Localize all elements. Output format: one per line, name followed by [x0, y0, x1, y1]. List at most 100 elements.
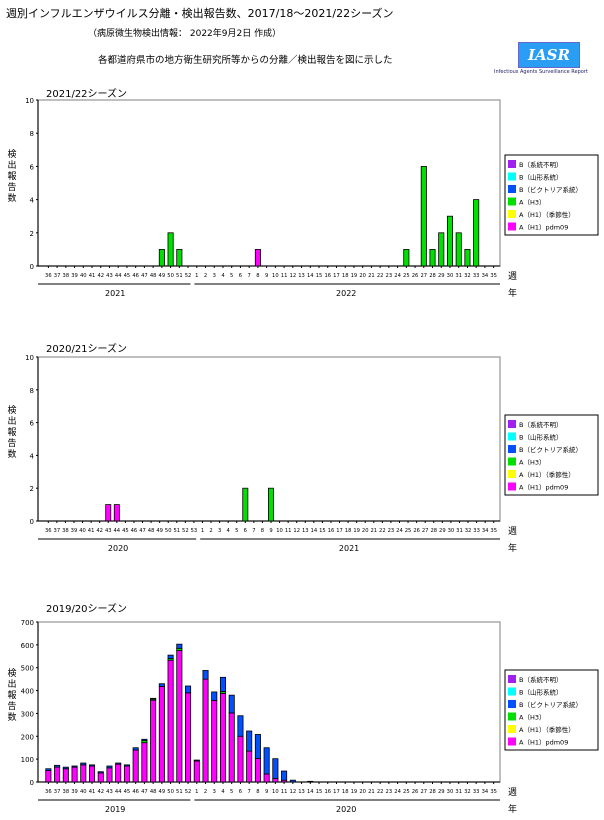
- y-tick-label: 10: [25, 97, 34, 105]
- x-tick-label: 33: [473, 528, 480, 534]
- legend-label: A（H1）pdm09: [519, 484, 568, 492]
- bar-segment: [176, 248, 183, 267]
- year-label: 2021: [339, 544, 359, 553]
- legend-swatch: [508, 712, 516, 721]
- y-tick-label: 0: [30, 779, 34, 787]
- x-tick-label: 19: [351, 273, 358, 279]
- x-tick-label: 38: [62, 528, 69, 534]
- x-tick-label: 34: [482, 273, 489, 279]
- y-axis-label-char: 報: [7, 171, 16, 182]
- year-label: 2020: [336, 805, 356, 814]
- x-tick-label: 1: [201, 528, 204, 534]
- bar-segment: [193, 759, 200, 762]
- bar-segment: [167, 232, 174, 267]
- legend-label: B（ビクトリア系統）: [519, 445, 582, 454]
- x-tick-label: 18: [345, 528, 352, 534]
- y-tick-label: 100: [21, 756, 34, 764]
- legend-label: B（山形系統）: [519, 433, 562, 442]
- legend-swatch: [508, 482, 516, 491]
- x-tick-label: 47: [141, 273, 148, 279]
- x-tick-label: 35: [490, 789, 497, 795]
- x-tick-label: 19: [351, 789, 358, 795]
- legend-swatch: [508, 197, 516, 206]
- bar-segment: [62, 768, 69, 783]
- legend: [504, 669, 599, 751]
- y-axis-label-char: 数: [7, 192, 16, 204]
- x-tick-label: 16: [328, 528, 335, 534]
- x-tick-label: 12: [290, 273, 297, 279]
- x-tick-label: 21: [368, 789, 375, 795]
- x-tick-label: 38: [63, 273, 70, 279]
- bar-segment: [141, 738, 148, 741]
- x-tick-label: 52: [185, 789, 192, 795]
- bar-segment: [246, 750, 253, 783]
- y-tick-label: 600: [21, 642, 34, 650]
- bar-segment: [464, 248, 471, 267]
- bar-segment: [71, 765, 78, 768]
- x-tick-label: 53: [191, 528, 198, 534]
- x-tick-label: 45: [124, 789, 131, 795]
- x-tick-label: 26: [412, 789, 419, 795]
- x-tick-label: 50: [167, 273, 174, 279]
- x-tick-label: 29: [438, 789, 445, 795]
- y-tick-label: 0: [30, 518, 34, 526]
- bar-segment: [455, 232, 462, 267]
- x-tick-label: 27: [420, 789, 427, 795]
- legend: [504, 414, 599, 496]
- x-tick-label: 5: [230, 273, 233, 279]
- x-tick-label: 7: [252, 528, 255, 534]
- x-tick-label: 17: [333, 789, 340, 795]
- x-tick-label: 12: [290, 789, 297, 795]
- x-tick-label: 29: [439, 528, 446, 534]
- bar-segment: [272, 778, 279, 783]
- y-axis-label-char: 告: [7, 700, 16, 712]
- year-axis-label: 年: [508, 287, 517, 299]
- bar-segment: [123, 764, 130, 767]
- x-tick-label: 14: [307, 789, 314, 795]
- y-tick-label: 400: [21, 688, 34, 696]
- legend-label: B（山形系統）: [519, 173, 562, 182]
- bar-segment: [473, 199, 480, 267]
- legend-swatch: [508, 420, 516, 428]
- x-tick-label: 13: [302, 528, 309, 534]
- x-tick-label: 52: [185, 273, 192, 279]
- x-tick-label: 31: [455, 273, 462, 279]
- bar-segment: [62, 766, 69, 770]
- x-tick-label: 9: [269, 528, 272, 534]
- y-tick-label: 8: [30, 130, 34, 138]
- x-tick-label: 42: [96, 528, 103, 534]
- legend-swatch: [508, 432, 516, 441]
- x-tick-label: 48: [150, 789, 157, 795]
- x-tick-label: 43: [106, 789, 113, 795]
- x-tick-label: 13: [298, 789, 305, 795]
- x-tick-label: 3: [213, 789, 216, 795]
- x-tick-label: 36: [45, 273, 52, 279]
- x-tick-label: 47: [141, 789, 148, 795]
- x-tick-label: 19: [353, 528, 360, 534]
- x-tick-label: 17: [336, 528, 343, 534]
- x-tick-label: 6: [244, 528, 247, 534]
- bar-segment: [106, 765, 113, 769]
- x-tick-label: 39: [71, 789, 78, 795]
- legend-label: B（山形系統）: [519, 688, 562, 697]
- x-tick-label: 51: [173, 528, 180, 534]
- x-tick-label: 26: [413, 528, 420, 534]
- legend-swatch: [508, 445, 516, 453]
- bar-segment: [446, 215, 454, 267]
- x-tick-label: 8: [261, 528, 264, 534]
- x-tick-label: 41: [89, 789, 96, 795]
- x-tick-label: 28: [429, 789, 436, 795]
- x-tick-label: 21: [368, 273, 375, 279]
- bar-segment: [167, 659, 174, 783]
- x-tick-label: 46: [132, 789, 139, 795]
- legend-swatch: [508, 675, 516, 683]
- x-tick-label: 15: [316, 273, 323, 279]
- x-tick-label: 48: [148, 528, 155, 534]
- bar-segment: [141, 742, 148, 783]
- x-tick-label: 29: [438, 273, 445, 279]
- x-tick-label: 20: [359, 789, 366, 795]
- y-tick-label: 300: [21, 710, 34, 718]
- x-tick-label: 30: [447, 273, 454, 279]
- x-tick-label: 6: [239, 789, 242, 795]
- bar-segment: [132, 749, 139, 783]
